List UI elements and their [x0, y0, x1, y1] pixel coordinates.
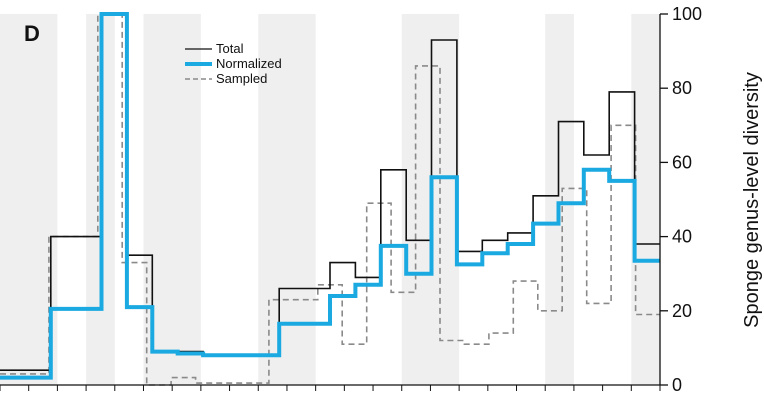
y-tick-label-40: 40: [672, 227, 692, 247]
legend-label-sampled: Sampled: [216, 71, 267, 86]
legend-label-normalized: Normalized: [216, 56, 282, 71]
series-line-sampled: [0, 13, 660, 386]
series-line-normalized: [0, 12, 660, 380]
legend: Total Normalized Sampled: [185, 41, 282, 86]
shaded-band-5: [545, 14, 574, 385]
y-tick-label-100: 100: [672, 4, 702, 24]
y-tick-label-20: 20: [672, 301, 692, 321]
axes: 0 20 40 60 80 100: [0, 4, 702, 393]
y-axis-title: Sponge genus-level diversity: [741, 72, 763, 328]
series-layer: [0, 12, 660, 386]
y-tick-label-80: 80: [672, 78, 692, 98]
y-tick-label-60: 60: [672, 152, 692, 172]
panel-label: D: [24, 21, 40, 46]
legend-label-total: Total: [216, 41, 244, 56]
shaded-bands: [0, 14, 660, 385]
shaded-band-0: [0, 14, 58, 385]
y-tick-label-0: 0: [672, 375, 682, 393]
